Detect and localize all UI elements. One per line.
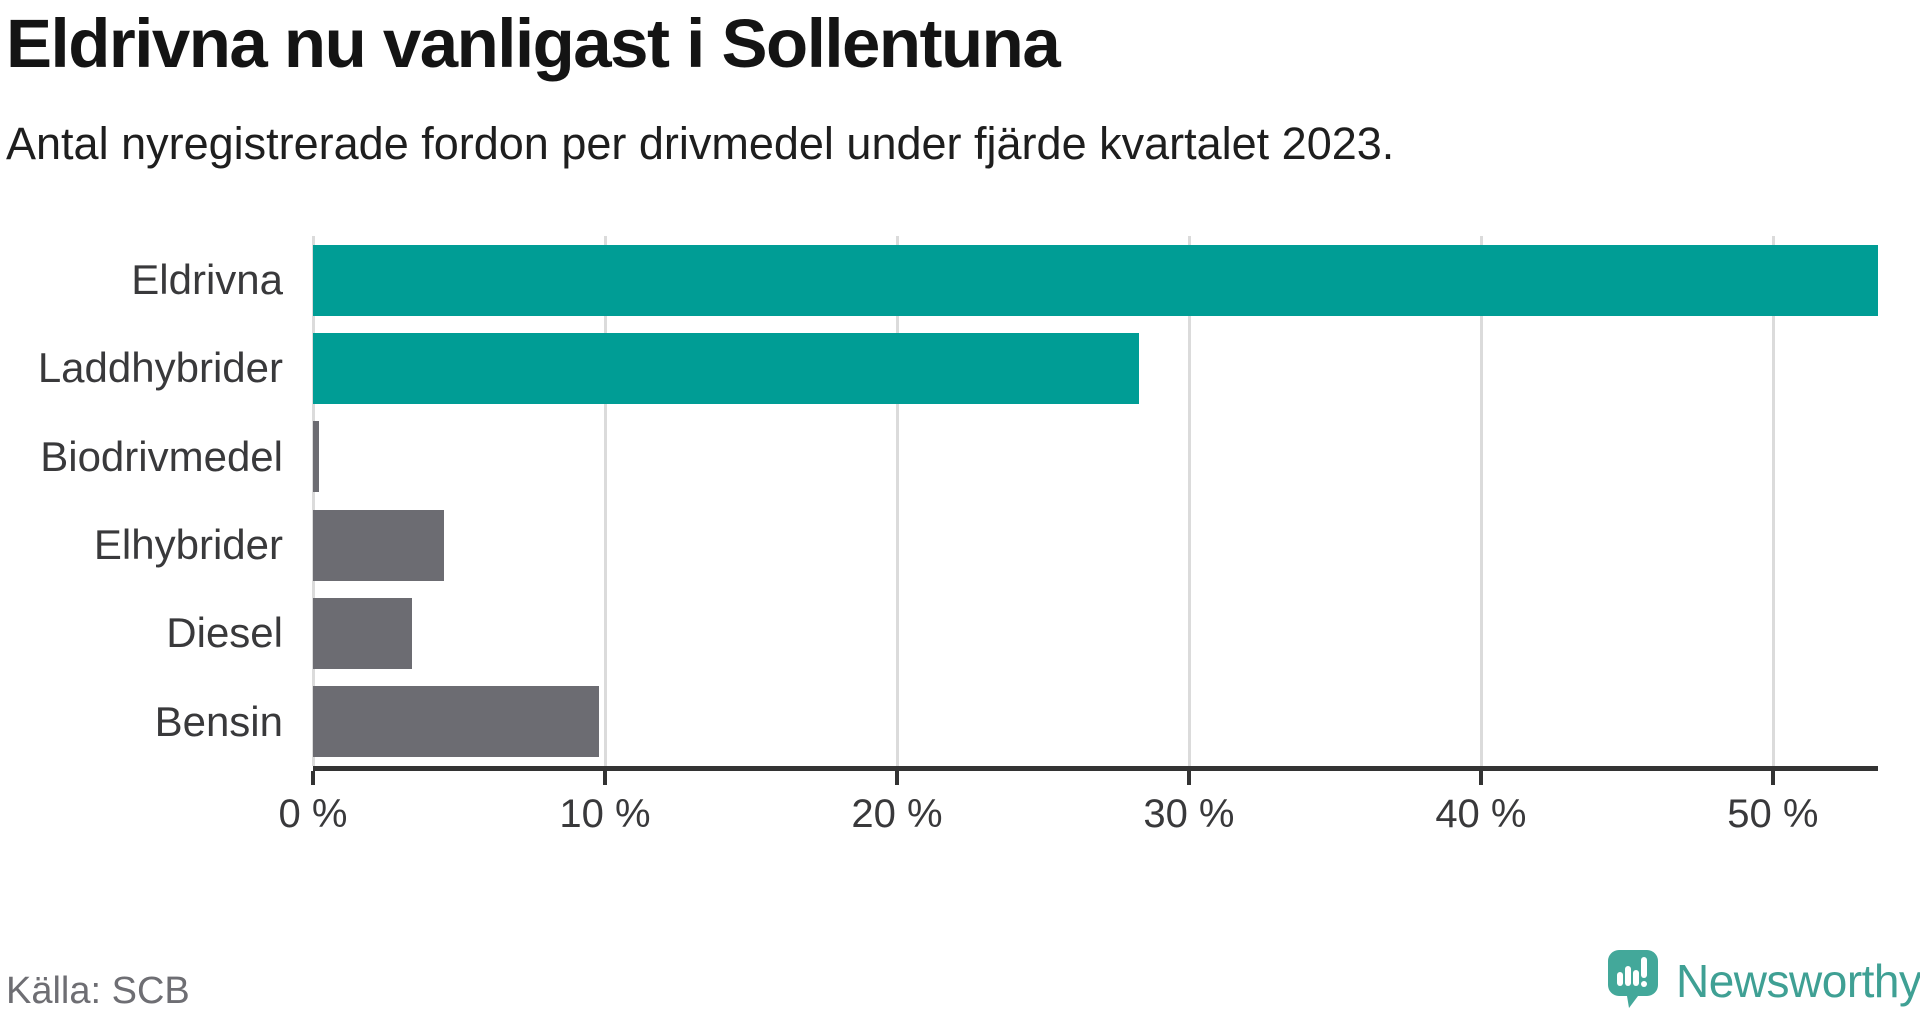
gridline-40 — [1479, 236, 1483, 766]
category-label-elhybrider: Elhybrider — [93, 521, 283, 569]
x-tick-30 — [1186, 771, 1191, 785]
exclamation-dot-glyph — [1641, 981, 1647, 987]
gridline-0 — [312, 236, 315, 766]
newsworthy-speech-bubble-chart-icon — [1608, 950, 1658, 1008]
plot-area — [312, 236, 1878, 766]
category-label-bensin: Bensin — [154, 697, 283, 745]
x-tick-10 — [602, 771, 607, 785]
bar-diesel — [313, 598, 413, 669]
bar-elhybrider — [313, 509, 445, 581]
x-tick-label-40: 40 % — [1435, 792, 1527, 836]
x-tick-40 — [1478, 771, 1483, 785]
exclamation-bar-glyph — [1641, 957, 1647, 978]
brand-name: Newsworthy — [1676, 955, 1920, 1007]
gridline-20 — [895, 236, 899, 766]
bar-bensin — [313, 686, 600, 758]
page-title: Eldrivna nu vanligast i Sollentuna — [6, 5, 1061, 82]
category-label-biodrivmedel: Biodrivmedel — [40, 432, 283, 480]
bar-glyph-3 — [1633, 970, 1639, 986]
category-label-eldrivna: Eldrivna — [131, 256, 283, 304]
bar-biodrivmedel — [313, 421, 319, 493]
x-axis-line — [313, 766, 1878, 771]
x-tick-20 — [894, 771, 899, 785]
x-tick-label-50: 50 % — [1727, 792, 1819, 836]
bar-glyph-1 — [1617, 972, 1623, 986]
category-label-diesel: Diesel — [166, 609, 283, 657]
gridline-30 — [1187, 236, 1191, 766]
brand-logo: Newsworthy — [1606, 948, 1920, 1008]
category-labels: Eldrivna Laddhybrider Biodrivmedel Elhybrid… — [0, 236, 283, 766]
x-tick-0 — [311, 771, 315, 785]
source-note: Källa: SCB — [6, 970, 190, 1010]
category-label-laddhybrider: Laddhybrider — [37, 344, 283, 392]
bar-eldrivna — [313, 244, 1878, 316]
x-tick-label-10: 10 % — [559, 792, 651, 836]
x-tick-label-20: 20 % — [851, 792, 943, 836]
gridline-10 — [603, 236, 607, 766]
page-subtitle: Antal nyregistrerade fordon per drivmede… — [6, 118, 1395, 169]
x-tick-label-30: 30 % — [1143, 792, 1235, 836]
bar-glyph-2 — [1625, 966, 1631, 986]
x-tick-50 — [1770, 771, 1775, 785]
x-tick-label-0: 0 % — [278, 792, 348, 836]
gridline-50 — [1771, 236, 1775, 766]
bar-laddhybrider — [313, 333, 1140, 404]
